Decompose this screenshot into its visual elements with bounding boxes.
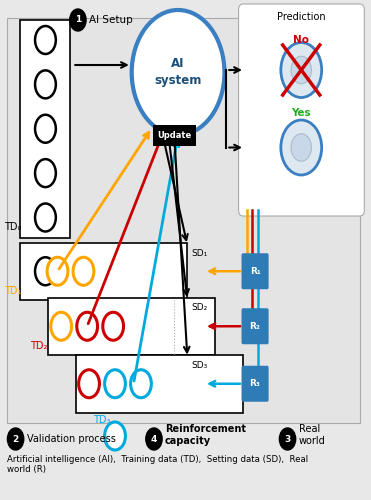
Text: AI
system: AI system (154, 58, 202, 88)
FancyBboxPatch shape (7, 18, 360, 422)
Circle shape (103, 312, 124, 340)
Text: 3: 3 (285, 434, 290, 444)
FancyBboxPatch shape (242, 308, 269, 344)
Text: AI Setup: AI Setup (89, 15, 133, 25)
Circle shape (131, 370, 151, 398)
Text: Real
world: Real world (299, 424, 325, 446)
Text: Validation process: Validation process (27, 434, 116, 444)
FancyBboxPatch shape (153, 125, 196, 146)
FancyBboxPatch shape (76, 355, 243, 412)
FancyBboxPatch shape (239, 4, 364, 216)
Text: Artificial intelligence (AI),  Training data (TD),  Setting data (SD),  Real
wor: Artificial intelligence (AI), Training d… (7, 455, 309, 474)
Text: 2: 2 (13, 434, 19, 444)
FancyBboxPatch shape (20, 20, 70, 238)
Circle shape (35, 257, 56, 285)
Circle shape (132, 10, 224, 135)
Circle shape (105, 422, 125, 450)
Circle shape (281, 120, 322, 175)
Text: Update: Update (157, 131, 191, 140)
Circle shape (279, 428, 296, 450)
Text: TD₁: TD₁ (4, 286, 21, 296)
Circle shape (35, 159, 56, 187)
Circle shape (35, 115, 56, 143)
FancyBboxPatch shape (20, 242, 187, 300)
Text: 1: 1 (75, 16, 81, 24)
Text: 4: 4 (151, 434, 157, 444)
Circle shape (291, 134, 312, 161)
Circle shape (51, 312, 72, 340)
Circle shape (35, 204, 56, 232)
Text: R₃: R₃ (250, 379, 260, 388)
Circle shape (70, 9, 86, 31)
FancyBboxPatch shape (242, 366, 269, 402)
Circle shape (35, 70, 56, 99)
Text: SD₃: SD₃ (191, 361, 207, 370)
Circle shape (146, 428, 162, 450)
Circle shape (291, 56, 312, 84)
Circle shape (281, 42, 322, 98)
Text: R₁: R₁ (250, 267, 260, 276)
Text: Yes: Yes (292, 108, 311, 118)
Circle shape (77, 312, 98, 340)
Circle shape (7, 428, 24, 450)
Circle shape (79, 370, 99, 398)
Circle shape (35, 26, 56, 54)
Circle shape (47, 257, 68, 285)
Text: TD₀: TD₀ (4, 222, 21, 232)
Text: Prediction: Prediction (277, 12, 326, 22)
Text: No: No (293, 35, 309, 45)
FancyBboxPatch shape (242, 254, 269, 289)
Circle shape (105, 370, 125, 398)
Text: SD₂: SD₂ (191, 304, 207, 312)
Text: Reinforcement
capacity: Reinforcement capacity (165, 424, 246, 446)
FancyBboxPatch shape (48, 298, 215, 355)
Text: TD₂: TD₂ (30, 341, 47, 351)
Circle shape (73, 257, 94, 285)
Text: SD₁: SD₁ (191, 248, 207, 258)
Text: R₂: R₂ (250, 322, 260, 331)
Text: TD₃: TD₃ (93, 415, 110, 425)
